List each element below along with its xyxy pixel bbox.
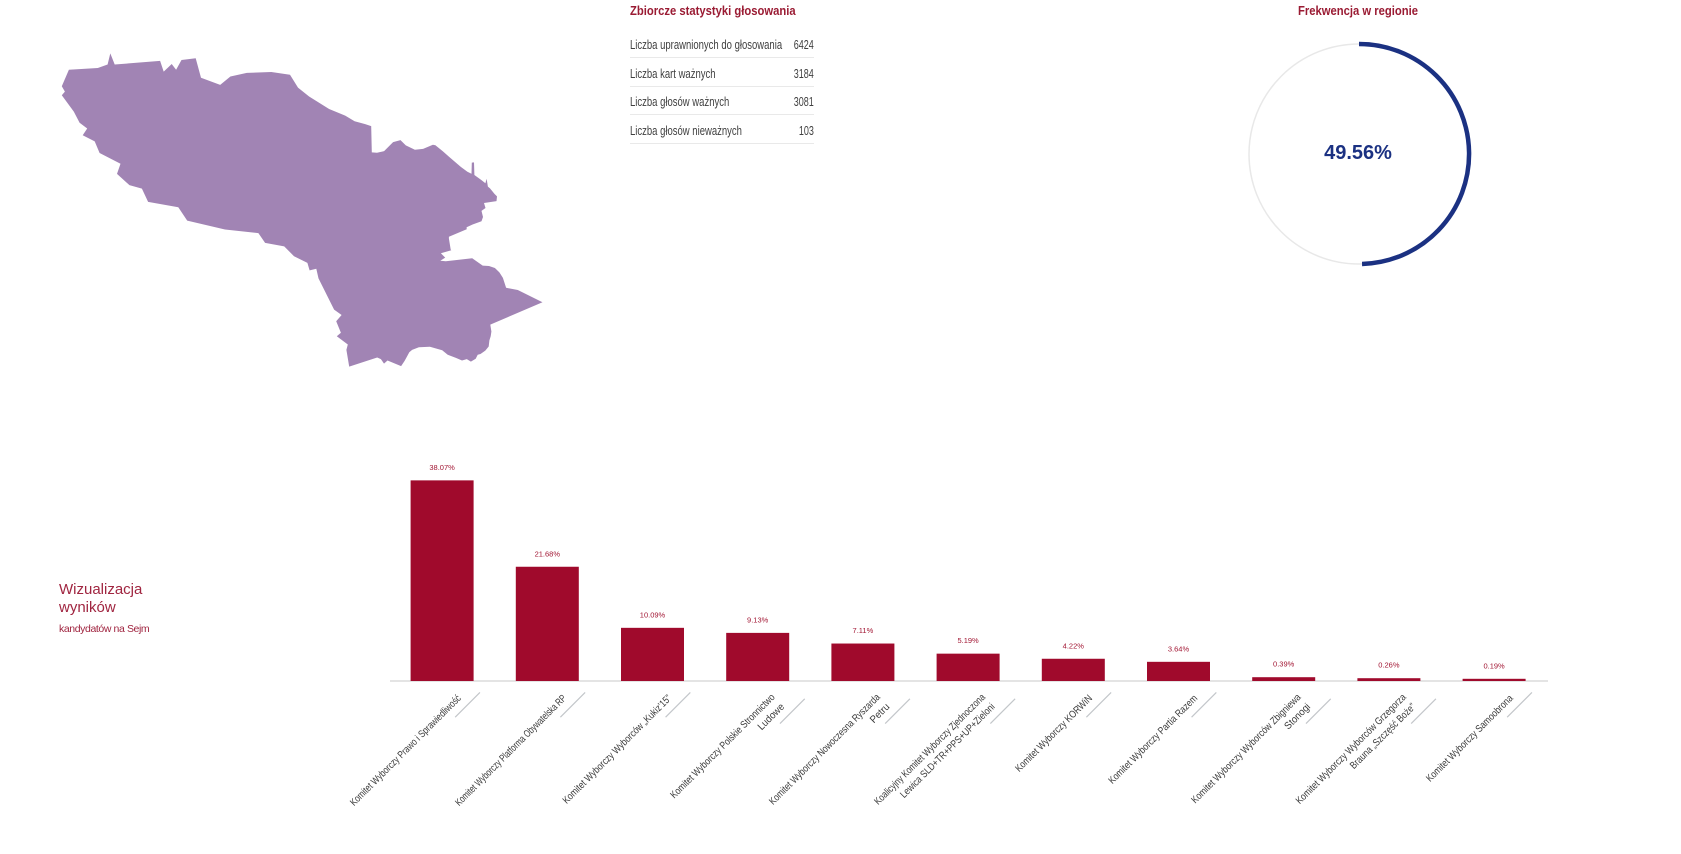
svg-text:9.13%: 9.13% [747, 615, 769, 624]
svg-text:Komitet Wyborczy Platforma Oby: Komitet Wyborczy Platforma Obywatelska R… [454, 693, 569, 808]
svg-text:Koalicyjny Komitet Wyborczy Zj: Koalicyjny Komitet Wyborczy ZjednoczonaL… [873, 692, 998, 817]
svg-text:0.26%: 0.26% [1378, 661, 1400, 670]
svg-text:0.19%: 0.19% [1483, 661, 1505, 670]
svg-text:Komitet Wyborczy Wyborców Grze: Komitet Wyborczy Wyborców GrzegorzaBraun… [1294, 692, 1418, 816]
svg-text:21.68%: 21.68% [535, 549, 561, 558]
svg-text:Komitet Wyborczy Prawo i Spraw: Komitet Wyborczy Prawo i Sprawiedliwość [348, 693, 463, 808]
svg-text:Komitet Wyborczy KORWiN: Komitet Wyborczy KORWiN [1014, 693, 1095, 774]
svg-text:4.22%: 4.22% [1063, 641, 1085, 650]
svg-text:5.19%: 5.19% [957, 636, 979, 645]
svg-text:10.09%: 10.09% [640, 610, 666, 619]
svg-text:0.39%: 0.39% [1273, 660, 1295, 669]
svg-text:38.07%: 38.07% [429, 463, 455, 472]
svg-text:3.64%: 3.64% [1168, 644, 1190, 653]
svg-text:Komitet Wyborczy Samoobrona: Komitet Wyborczy Samoobrona [1424, 693, 1515, 784]
svg-text:Komitet Wyborczy Polskie Stron: Komitet Wyborczy Polskie StronnictwoLudo… [669, 692, 788, 811]
svg-text:7.11%: 7.11% [853, 626, 874, 635]
svg-text:Komitet Wyborczy Partia Razem: Komitet Wyborczy Partia Razem [1107, 693, 1200, 786]
svg-text:Komitet Wyborczy Wyborców „Kuk: Komitet Wyborczy Wyborców „Kukiz'15” [561, 693, 674, 806]
